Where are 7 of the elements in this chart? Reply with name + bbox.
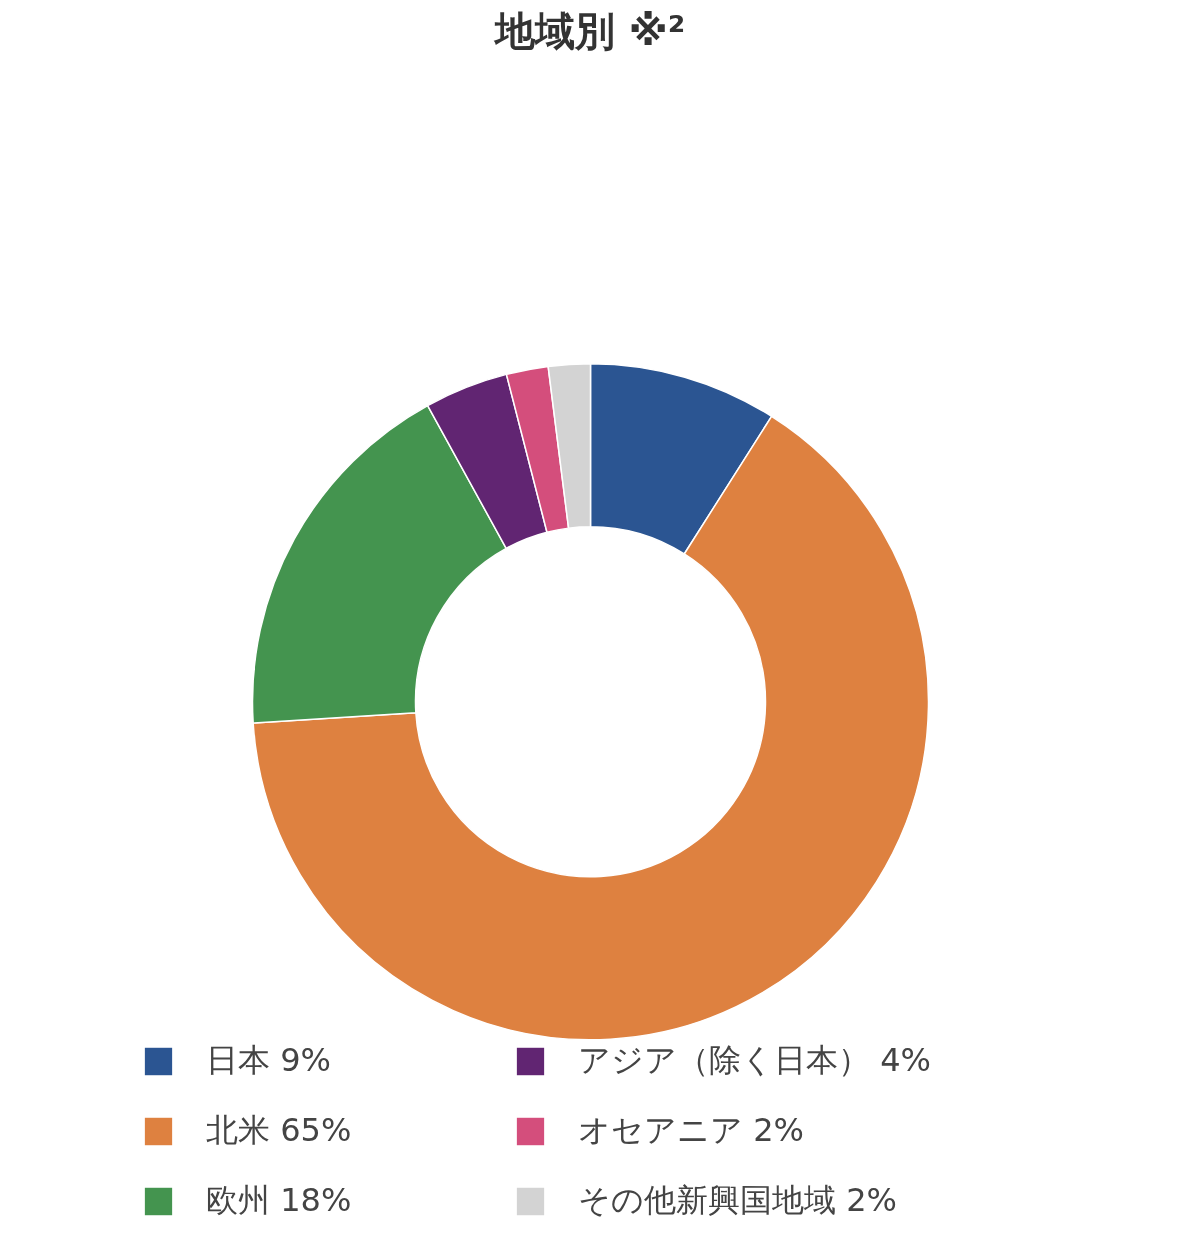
legend-label: アジア（除く日本） 4%: [578, 1040, 931, 1081]
legend-label: 北米 65%: [206, 1110, 353, 1151]
chart-title: 地域別 ※²: [492, 7, 686, 54]
legend-label: オセアニア 2%: [578, 1110, 805, 1151]
legend-label: その他新興国地域 2%: [578, 1180, 897, 1221]
legend-label: 日本 9%: [206, 1040, 332, 1081]
legend-label: 欧州 18%: [206, 1180, 353, 1221]
